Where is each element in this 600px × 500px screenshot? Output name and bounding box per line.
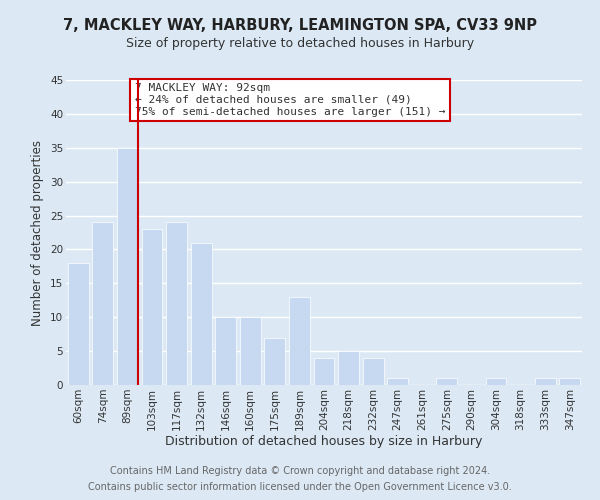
X-axis label: Distribution of detached houses by size in Harbury: Distribution of detached houses by size … [166,436,482,448]
Bar [191,242,212,385]
Bar [314,358,334,385]
Text: 7 MACKLEY WAY: 92sqm
← 24% of detached houses are smaller (49)
75% of semi-detac: 7 MACKLEY WAY: 92sqm ← 24% of detached h… [135,84,445,116]
Text: Contains HM Land Registry data © Crown copyright and database right 2024.: Contains HM Land Registry data © Crown c… [110,466,490,476]
Bar [142,229,163,385]
Bar [485,378,506,385]
Text: 7, MACKLEY WAY, HARBURY, LEAMINGTON SPA, CV33 9NP: 7, MACKLEY WAY, HARBURY, LEAMINGTON SPA,… [63,18,537,32]
Bar [535,378,556,385]
Bar [215,317,236,385]
Bar [387,378,408,385]
Bar [117,148,138,385]
Bar [559,378,580,385]
Bar [338,351,359,385]
Bar [92,222,113,385]
Bar [68,263,89,385]
Y-axis label: Number of detached properties: Number of detached properties [31,140,44,326]
Bar [166,222,187,385]
Bar [289,297,310,385]
Text: Size of property relative to detached houses in Harbury: Size of property relative to detached ho… [126,38,474,51]
Bar [436,378,457,385]
Bar [362,358,383,385]
Bar [240,317,261,385]
Text: Contains public sector information licensed under the Open Government Licence v3: Contains public sector information licen… [88,482,512,492]
Bar [265,338,286,385]
